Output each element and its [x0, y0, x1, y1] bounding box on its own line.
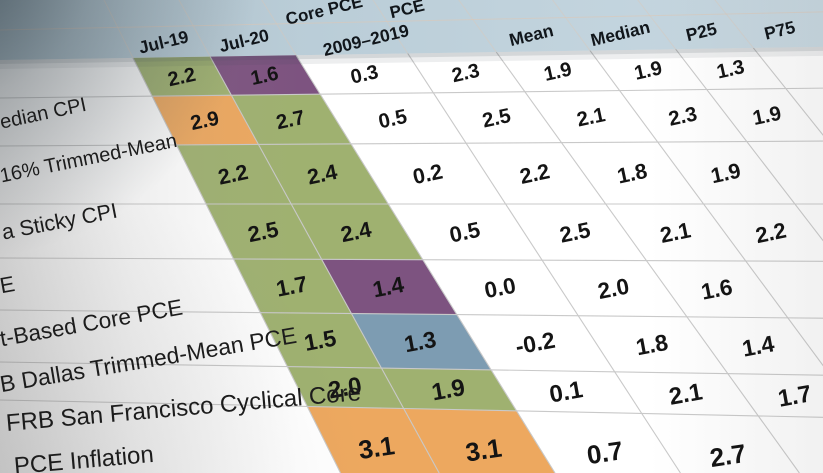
cell-value: 1.5 — [302, 325, 338, 356]
cell-value: 0.5 — [447, 217, 482, 248]
cell-value: 0.1 — [547, 376, 585, 408]
cell-value: 0.7 — [585, 435, 625, 470]
row-label: E — [0, 271, 17, 298]
cell-value: 1.9 — [430, 374, 468, 406]
cell-value: 2.1 — [658, 217, 693, 248]
cell-value: 1.3 — [402, 326, 438, 357]
cell-value: 2.0 — [326, 372, 364, 404]
cell-value: 2.7 — [708, 438, 748, 473]
cell-value: 1.4 — [740, 330, 776, 361]
cell-value: 1.6 — [699, 274, 734, 305]
cell-value: 1.4 — [371, 272, 407, 303]
cell-value: 2.2 — [753, 217, 788, 248]
cell-value: 2.0 — [596, 274, 631, 305]
cell-value: 1.7 — [274, 271, 309, 302]
cell-value: 3.1 — [464, 432, 504, 467]
cell-value: 2.5 — [558, 217, 593, 248]
cell-value: 1.8 — [634, 329, 670, 360]
cell-value: 2.1 — [667, 378, 705, 410]
cell-value: 3.1 — [356, 430, 396, 465]
cell-value: 2.5 — [246, 216, 281, 247]
cell-value: 2.4 — [339, 216, 375, 247]
cell-value: 0.0 — [482, 273, 517, 304]
cell-value: 1.7 — [776, 380, 814, 412]
